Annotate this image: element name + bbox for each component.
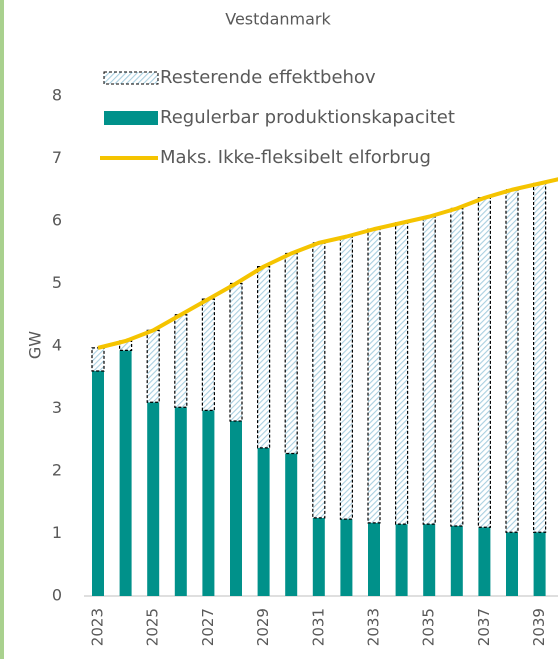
x-tick-label: 2023 — [89, 608, 107, 646]
bar-segment — [450, 207, 464, 527]
x-tick-label: 2033 — [365, 608, 383, 646]
bar-segment — [229, 282, 243, 422]
x-tick-label: 2029 — [254, 608, 272, 646]
bar-segment — [340, 519, 353, 596]
bar-segment — [422, 216, 436, 525]
line-series — [97, 177, 558, 350]
legend-swatch — [104, 111, 158, 125]
bar-segment — [119, 350, 132, 596]
y-tick-label: 0 — [52, 586, 62, 605]
bar-segment — [368, 522, 380, 596]
bar-segment — [395, 222, 409, 525]
bar-segment — [257, 447, 270, 596]
bar-segment — [533, 532, 546, 596]
x-tick-label: 2031 — [309, 608, 327, 646]
bar-segment — [450, 526, 463, 596]
bar-segment — [230, 421, 242, 596]
bar-segment — [174, 407, 187, 596]
x-tick-label: 2037 — [475, 608, 493, 646]
bar-segment — [423, 524, 436, 596]
bar-segment — [202, 410, 215, 596]
bar-segment — [257, 266, 271, 449]
bar-segment — [91, 347, 105, 372]
legend-label: Maks. Ikke-fleksibelt elforbrug — [160, 147, 431, 168]
bar-segment — [285, 453, 298, 596]
y-tick-label: 6 — [52, 211, 62, 230]
bar-segment — [477, 197, 491, 528]
x-tick-label: 2035 — [420, 608, 438, 646]
y-tick-label: 2 — [52, 461, 62, 480]
bar-segment — [395, 524, 408, 596]
y-tick-label: 1 — [52, 523, 62, 542]
bar-segment — [505, 189, 519, 533]
bar-segment — [201, 298, 215, 411]
legend-swatch — [103, 71, 159, 85]
bar-segment — [478, 527, 491, 596]
y-tick-label: 4 — [52, 336, 62, 355]
y-axis-label: GW — [26, 331, 45, 359]
bar-segment — [284, 252, 298, 455]
y-tick-label: 3 — [52, 398, 62, 417]
bar-segment — [92, 371, 104, 596]
bar-segment — [339, 236, 353, 520]
x-tick-label: 2027 — [199, 608, 217, 646]
chart-title: Vestdanmark — [225, 10, 331, 29]
y-tick-label: 8 — [52, 86, 62, 105]
bar-segment — [174, 314, 188, 408]
bar-segment — [147, 402, 160, 596]
bar-segment — [146, 329, 160, 403]
y-tick-label: 7 — [52, 148, 62, 167]
y-tick-label: 5 — [52, 273, 62, 292]
bar-segment — [367, 228, 381, 524]
legend-label: Regulerbar produktionskapacitet — [160, 107, 455, 128]
legend-label: Resterende effektbehov — [160, 67, 376, 88]
bar-segment — [506, 532, 518, 596]
left-border — [0, 0, 4, 659]
bar-segment — [312, 242, 326, 519]
x-tick-label: 2025 — [144, 608, 162, 646]
bar-segment — [312, 517, 325, 596]
x-tick-label: 2039 — [530, 608, 548, 646]
bar-segment — [532, 182, 547, 533]
